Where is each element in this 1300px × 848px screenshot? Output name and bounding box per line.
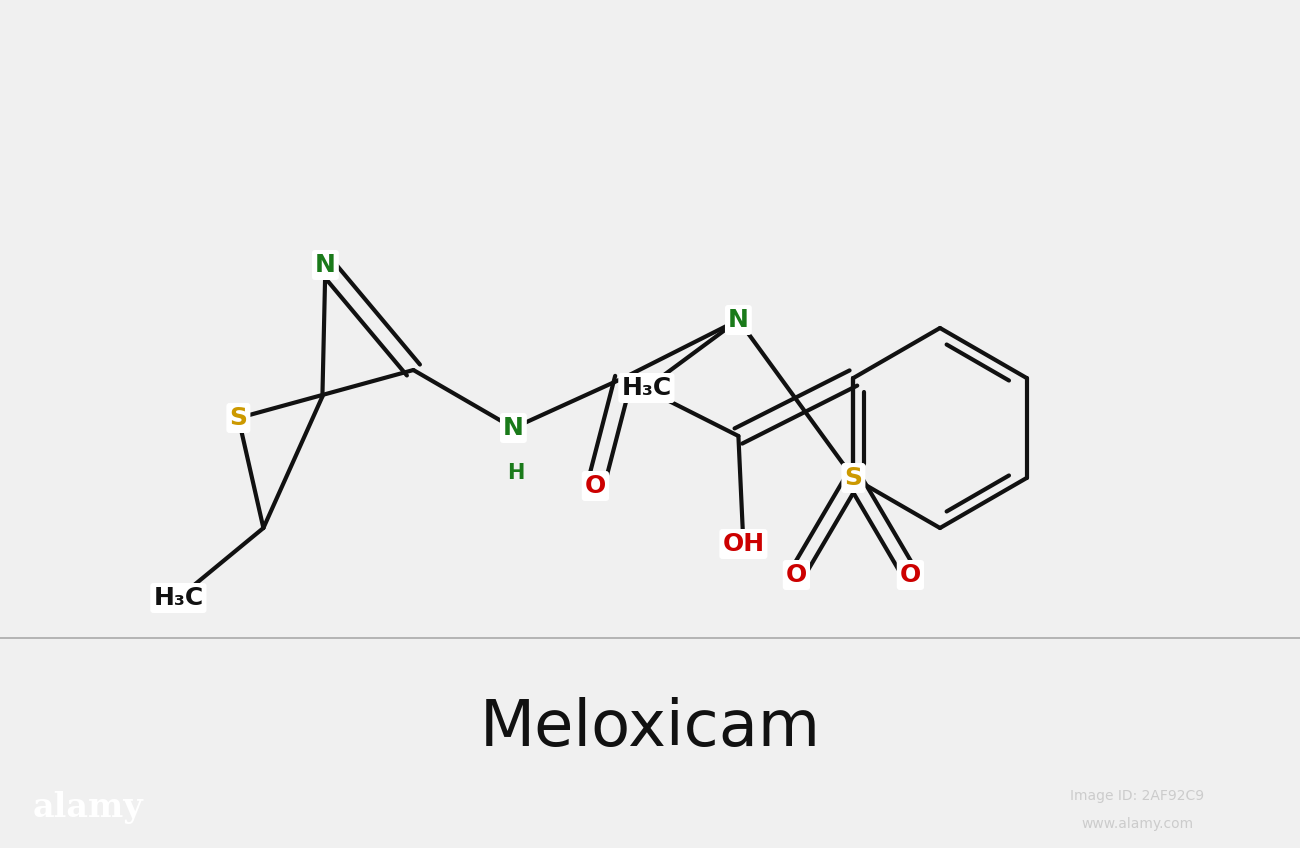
Text: H₃C: H₃C bbox=[153, 586, 204, 610]
Text: N: N bbox=[728, 308, 749, 332]
Text: O: O bbox=[585, 474, 606, 498]
Text: N: N bbox=[503, 416, 524, 440]
Text: Meloxicam: Meloxicam bbox=[480, 697, 820, 759]
Text: H₃C: H₃C bbox=[621, 376, 672, 400]
Text: O: O bbox=[900, 563, 920, 587]
Text: S: S bbox=[845, 466, 862, 490]
Text: www.alamy.com: www.alamy.com bbox=[1082, 817, 1193, 831]
Text: O: O bbox=[785, 563, 807, 587]
Text: Image ID: 2AF92C9: Image ID: 2AF92C9 bbox=[1070, 789, 1205, 803]
Text: OH: OH bbox=[723, 532, 764, 556]
Text: H: H bbox=[507, 463, 524, 483]
Text: alamy: alamy bbox=[32, 791, 144, 824]
Text: S: S bbox=[229, 406, 247, 430]
Text: N: N bbox=[315, 253, 335, 277]
